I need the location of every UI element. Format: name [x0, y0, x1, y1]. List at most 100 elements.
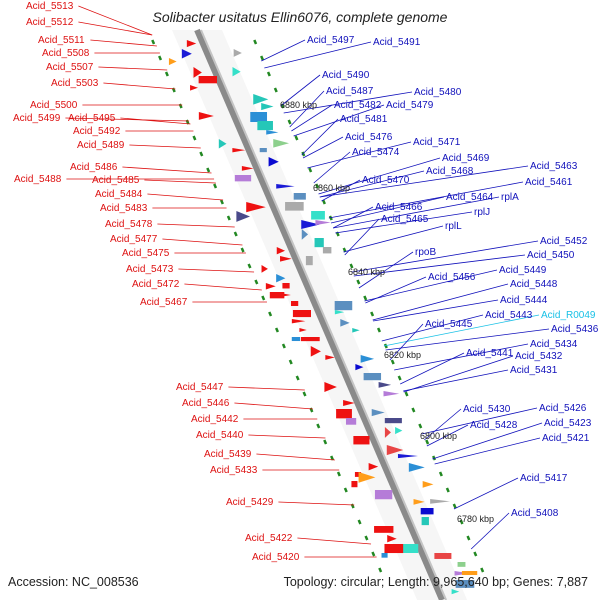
right-track-tick — [363, 295, 368, 301]
right-leader-line — [319, 165, 529, 198]
right-track-tick — [273, 87, 278, 93]
right-leader-line — [313, 151, 351, 184]
rna-leader-line — [383, 314, 540, 347]
right-strand-gene-arrow — [253, 94, 269, 105]
left-track-tick — [357, 519, 362, 525]
right-leader-line — [283, 91, 413, 114]
right-gene-label: Acid_5441 — [466, 348, 514, 359]
right-gene-label: Acid_5432 — [515, 351, 563, 362]
right-strand-gene-arrow — [422, 481, 434, 488]
right-gene-label: Acid_5487 — [326, 86, 374, 97]
left-strand-gene-arrow — [276, 247, 286, 255]
left-gene-label: Acid_5475 — [122, 248, 170, 259]
leader-line-layer — [65, 5, 550, 558]
left-strand-gene-block — [354, 472, 362, 477]
right-strand-gene-block — [384, 418, 402, 424]
right-strand-gene-block — [259, 148, 267, 153]
right-strand-gene-arrow — [315, 220, 331, 226]
right-strand-gene-arrow — [386, 445, 404, 456]
left-track-tick — [233, 231, 238, 237]
right-leader-line — [400, 352, 465, 385]
right-strand-gene-arrow — [371, 409, 385, 417]
right-leader-line — [394, 343, 529, 371]
right-leader-line — [321, 179, 361, 202]
right-gene-label: Acid_5463 — [530, 161, 578, 172]
right-gene-label: Acid_5417 — [520, 473, 568, 484]
right-gene-label: Acid_5481 — [340, 114, 388, 125]
right-track-tick — [438, 471, 443, 477]
right-gene-label: Acid_5497 — [307, 35, 355, 46]
right-leader-line — [307, 141, 412, 169]
right-strand-gene-arrow — [355, 364, 364, 371]
left-strand-gene-block — [381, 553, 388, 558]
left-strand-gene-block — [384, 544, 404, 554]
right-leader-line — [335, 211, 473, 234]
right-leader-line — [365, 276, 427, 304]
right-track-tick — [321, 199, 326, 205]
right-gene-label: Acid_5434 — [530, 339, 578, 350]
right-leader-line — [432, 422, 543, 460]
left-strand-gene-arrow — [299, 328, 307, 333]
left-gene-label: Acid_5446 — [182, 398, 230, 409]
left-track-tick — [323, 439, 328, 445]
left-track-tick — [343, 487, 348, 493]
right-gene-label: Acid_5431 — [510, 365, 558, 376]
right-strand-gene-block — [334, 301, 353, 311]
accession-text: Accession: NC_008536 — [8, 575, 139, 589]
right-strand-gene-block — [285, 202, 304, 211]
right-gene-label: Acid_5449 — [499, 265, 547, 276]
left-track-tick — [192, 135, 197, 141]
left-strand-gene-block — [292, 310, 311, 318]
left-leader-line — [256, 453, 335, 461]
right-strand-gene-arrow — [383, 391, 400, 397]
gene-label-layer: 6880 kbp 6860 kbp 6840 kbp 6820 kbp 6800 kbp… — [13, 1, 599, 563]
right-leader-line — [302, 136, 344, 159]
left-track-tick — [206, 167, 211, 173]
right-gene-label: Acid_5436 — [551, 324, 599, 335]
right-gene-label: rplJ — [474, 207, 490, 218]
right-leader-line — [358, 251, 414, 289]
left-track-tick — [364, 535, 369, 541]
right-gene-label: Acid_5450 — [527, 250, 575, 261]
left-gene-label: Acid_5503 — [51, 78, 99, 89]
right-leader-line — [403, 369, 509, 392]
genome-summary-text: Topology: circular; Length: 9,965,640 bp… — [283, 575, 588, 589]
left-track-tick — [199, 151, 204, 157]
right-strand-gene-block — [311, 211, 325, 220]
left-leader-line — [162, 238, 243, 246]
left-leader-line — [228, 386, 305, 391]
right-gene-label: Acid_5445 — [425, 319, 473, 330]
right-gene-label: Acid_5421 — [542, 433, 590, 444]
left-leader-line — [122, 166, 212, 174]
left-track-tick — [226, 215, 231, 221]
left-gene-label: Acid_5478 — [105, 219, 153, 230]
right-strand-gene-arrow — [334, 310, 345, 315]
right-gene-label: Acid_5468 — [426, 166, 474, 177]
left-track-tick — [378, 567, 383, 573]
left-track-tick — [151, 39, 156, 45]
right-gene-label: Acid_5471 — [413, 137, 461, 148]
right-leader-line — [264, 41, 372, 69]
left-gene-label: Acid_5486 — [70, 162, 118, 173]
left-strand-gene-block — [291, 337, 301, 342]
right-strand-gene-arrow — [301, 229, 309, 240]
right-strand-gene-block — [363, 373, 382, 381]
right-leader-line — [389, 323, 424, 361]
right-leader-line — [328, 181, 524, 219]
left-strand-gene-arrow — [193, 67, 202, 78]
right-track-tick — [459, 519, 464, 525]
kbp-marker-label: 6840 kbp — [348, 267, 385, 277]
right-strand-gene-block — [461, 571, 478, 576]
right-gene-label: Acid_5482 — [334, 100, 382, 111]
left-strand-gene-block — [234, 175, 252, 182]
left-gene-label: Acid_5472 — [132, 279, 180, 290]
right-strand-gene-arrow — [268, 157, 279, 167]
left-gene-label: Acid_5442 — [191, 414, 239, 425]
right-gene-label: Acid_5479 — [386, 100, 434, 111]
left-strand-gene-arrow — [358, 472, 376, 483]
left-strand-gene-arrow — [324, 382, 337, 393]
right-leader-line — [373, 299, 499, 322]
left-leader-line — [90, 39, 157, 47]
right-strand-gene-arrow — [413, 499, 425, 505]
left-gene-label: Acid_5420 — [252, 552, 300, 563]
